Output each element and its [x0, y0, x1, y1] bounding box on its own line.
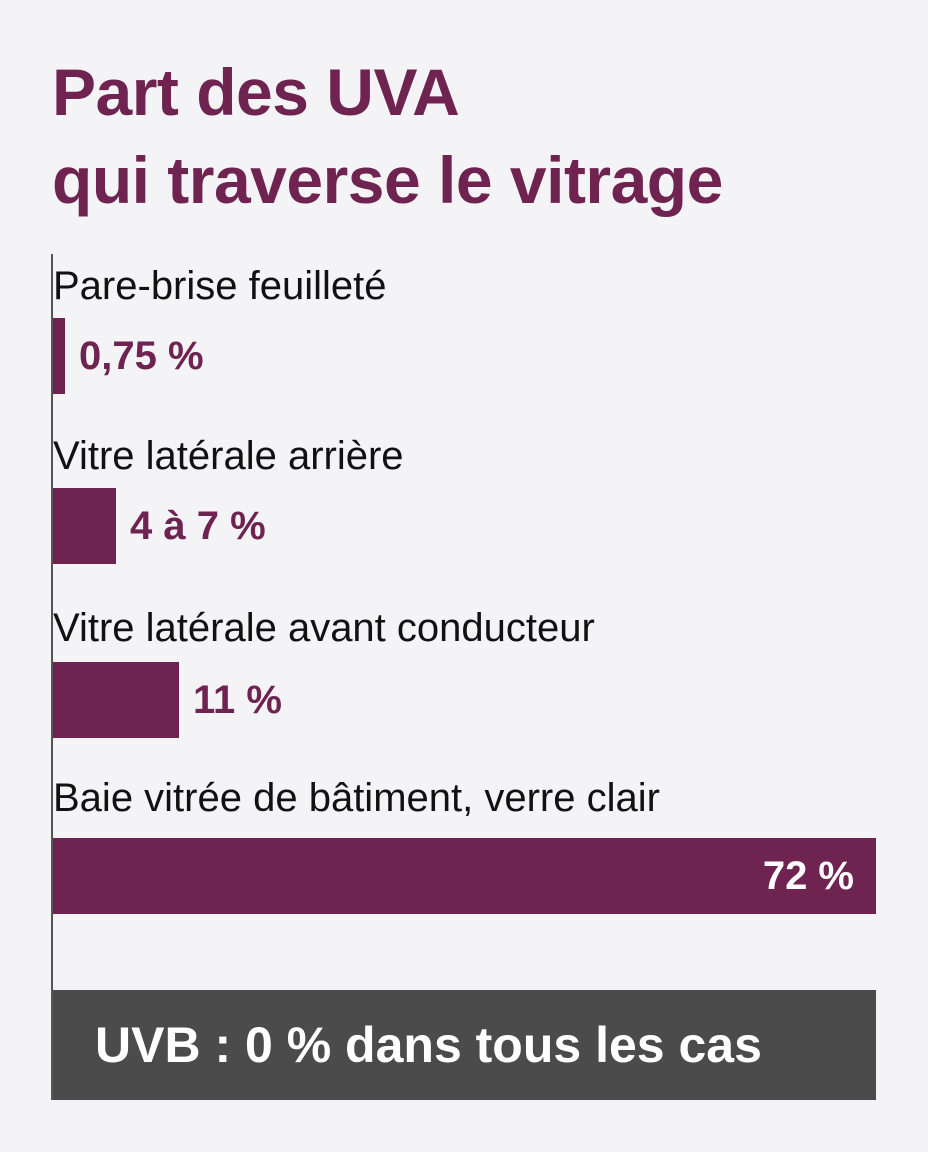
bar — [53, 838, 876, 914]
value-label: 4 à 7 % — [130, 504, 266, 548]
category-label: Vitre latérale avant conducteur — [53, 606, 595, 650]
uvb-note-text: UVB : 0 % dans tous les cas — [95, 1017, 762, 1073]
bar — [53, 318, 65, 394]
y-axis-line — [51, 254, 53, 1100]
chart-title-line-1: Part des UVA — [52, 55, 460, 129]
category-label: Pare-brise feuilleté — [53, 264, 387, 308]
uvb-note-box: UVB : 0 % dans tous les cas — [53, 990, 876, 1100]
value-label: 0,75 % — [79, 334, 204, 378]
chart-title: Part des UVA qui traverse le vitrage — [52, 48, 912, 224]
bar — [53, 662, 179, 738]
chart-title-line-2: qui traverse le vitrage — [52, 143, 723, 217]
bar — [53, 488, 116, 564]
value-label: 11 % — [193, 678, 282, 722]
value-label: 72 % — [762, 854, 854, 898]
category-label: Vitre latérale arrière — [53, 434, 404, 478]
category-label: Baie vitrée de bâtiment, verre clair — [53, 776, 660, 820]
